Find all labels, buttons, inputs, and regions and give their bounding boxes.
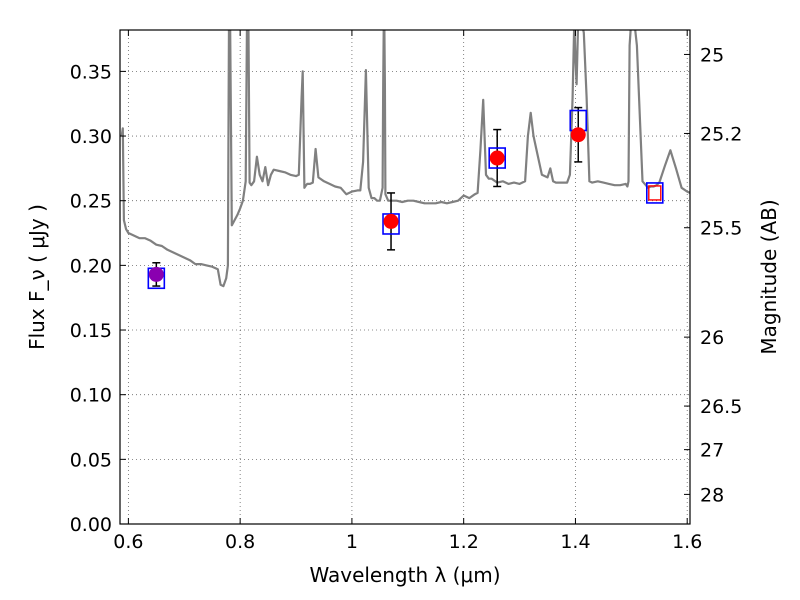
grid-lines bbox=[120, 30, 690, 525]
observed-point bbox=[383, 213, 399, 229]
y-axis-title: Flux F_ν ( μJy ) bbox=[25, 204, 49, 350]
spectrum-layer bbox=[120, 30, 690, 288]
x-tick-label: 0.8 bbox=[225, 531, 255, 553]
plot-frame bbox=[119, 29, 691, 525]
model-point-square bbox=[488, 147, 507, 169]
x-tick-label: 1 bbox=[346, 531, 358, 553]
mag-tick-label: 25.5 bbox=[700, 218, 742, 240]
y-tick-label: 0.00 bbox=[70, 514, 112, 536]
non-detection-marker bbox=[648, 185, 662, 201]
mag-tick-label: 26 bbox=[700, 327, 724, 349]
mag-tick-label: 27 bbox=[700, 440, 724, 462]
y-tick-label: 0.15 bbox=[70, 320, 112, 342]
x-axis-title: Wavelength λ (μm) bbox=[309, 563, 500, 587]
y-tick-label: 0.10 bbox=[70, 385, 112, 407]
x-tick-label: 0.6 bbox=[113, 531, 143, 553]
spectrum-line bbox=[120, 30, 690, 288]
y-tick-label: 0.30 bbox=[70, 126, 112, 148]
observed-point bbox=[570, 127, 586, 143]
y-tick-label: 0.20 bbox=[70, 255, 112, 277]
mag-tick-label: 25 bbox=[700, 44, 724, 66]
mag-tick-label: 25.2 bbox=[700, 123, 742, 145]
points-layer bbox=[147, 106, 664, 290]
mag-tick-label: 28 bbox=[700, 484, 724, 506]
y-tick-label: 0.35 bbox=[70, 61, 112, 83]
ticks-layer: 0.6 0.8 1 1.2 1.4 1.6 0.00 0.05 0.10 0.15 0.20 0.25… bbox=[70, 30, 742, 553]
x-tick-label: 1.4 bbox=[560, 531, 590, 553]
y2-axis-title: Magnitude (AB) bbox=[757, 199, 781, 354]
observed-point bbox=[489, 150, 505, 166]
y-tick-label: 0.05 bbox=[70, 449, 112, 471]
mag-tick-label: 26.5 bbox=[700, 396, 742, 418]
x-tick-label: 1.2 bbox=[449, 531, 479, 553]
x-tick-label: 1.6 bbox=[672, 531, 702, 553]
observed-point bbox=[148, 266, 164, 282]
y-tick-label: 0.25 bbox=[70, 191, 112, 213]
model-point-square bbox=[645, 182, 664, 204]
